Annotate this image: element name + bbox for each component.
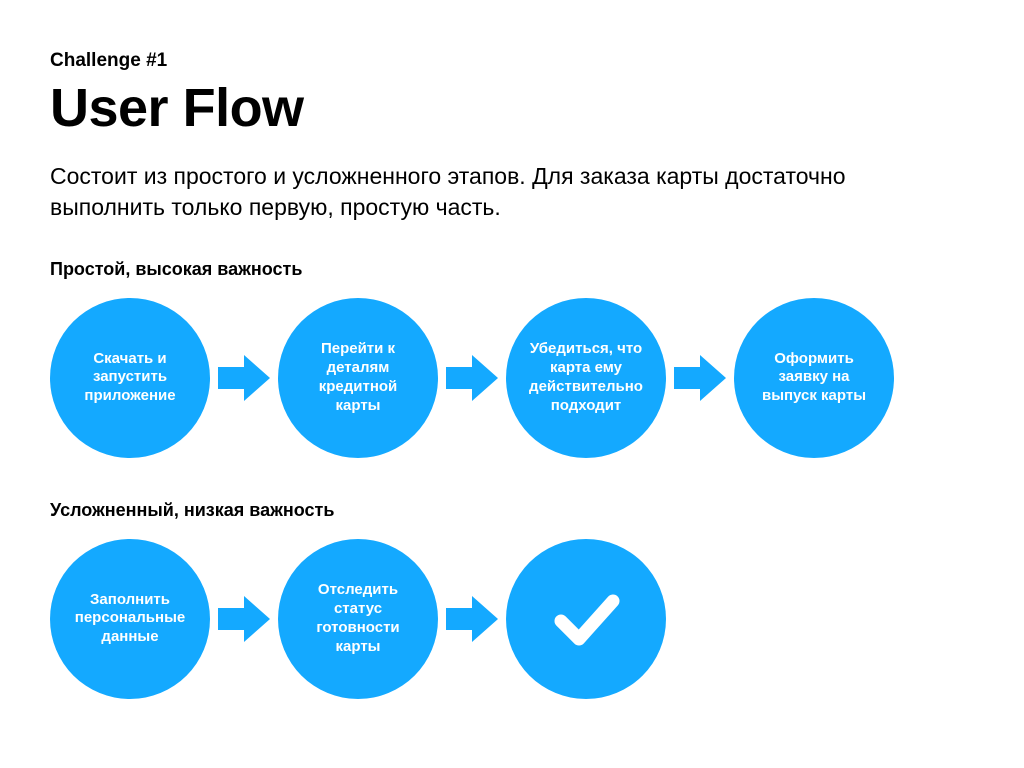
flow-row: Скачать и запустить приложение Перейти к… (50, 298, 974, 458)
flow-node: Перейти к деталям кредитной карты (278, 298, 438, 458)
flow-node: Оформить заявку на выпуск карты (734, 298, 894, 458)
flow-node-label: Перейти к деталям кредитной карты (296, 340, 420, 415)
arrow-icon (674, 355, 726, 401)
page-title: User Flow (50, 80, 974, 137)
arrow-icon (218, 355, 270, 401)
section-label: Усложненный, низкая важность (50, 500, 974, 521)
flow-node: Отследить статус готовности карты (278, 539, 438, 699)
flow-sections: Простой, высокая важность Скачать и запус… (50, 259, 974, 699)
flow-node-label: Оформить заявку на выпуск карты (752, 350, 876, 406)
flow-node: Скачать и запустить приложение (50, 298, 210, 458)
arrow-icon (446, 355, 498, 401)
flow-node-label: Убедиться, что карта ему действительно п… (524, 340, 648, 415)
eyebrow: Challenge #1 (50, 50, 974, 72)
flow-row: Заполнить персональные данные Отследить … (50, 539, 974, 699)
flow-node: Убедиться, что карта ему действительно п… (506, 298, 666, 458)
flow-node: Заполнить персональные данные (50, 539, 210, 699)
description: Состоит из простого и усложненного этапо… (50, 161, 930, 223)
arrow-icon (218, 596, 270, 642)
flow-node-label: Заполнить персональные данные (68, 591, 192, 647)
flow-node-label: Скачать и запустить приложение (68, 350, 192, 406)
section-label: Простой, высокая важность (50, 259, 974, 280)
arrow-icon (446, 596, 498, 642)
flow-node-check (506, 539, 666, 699)
flow-node-label: Отследить статус готовности карты (296, 581, 420, 656)
